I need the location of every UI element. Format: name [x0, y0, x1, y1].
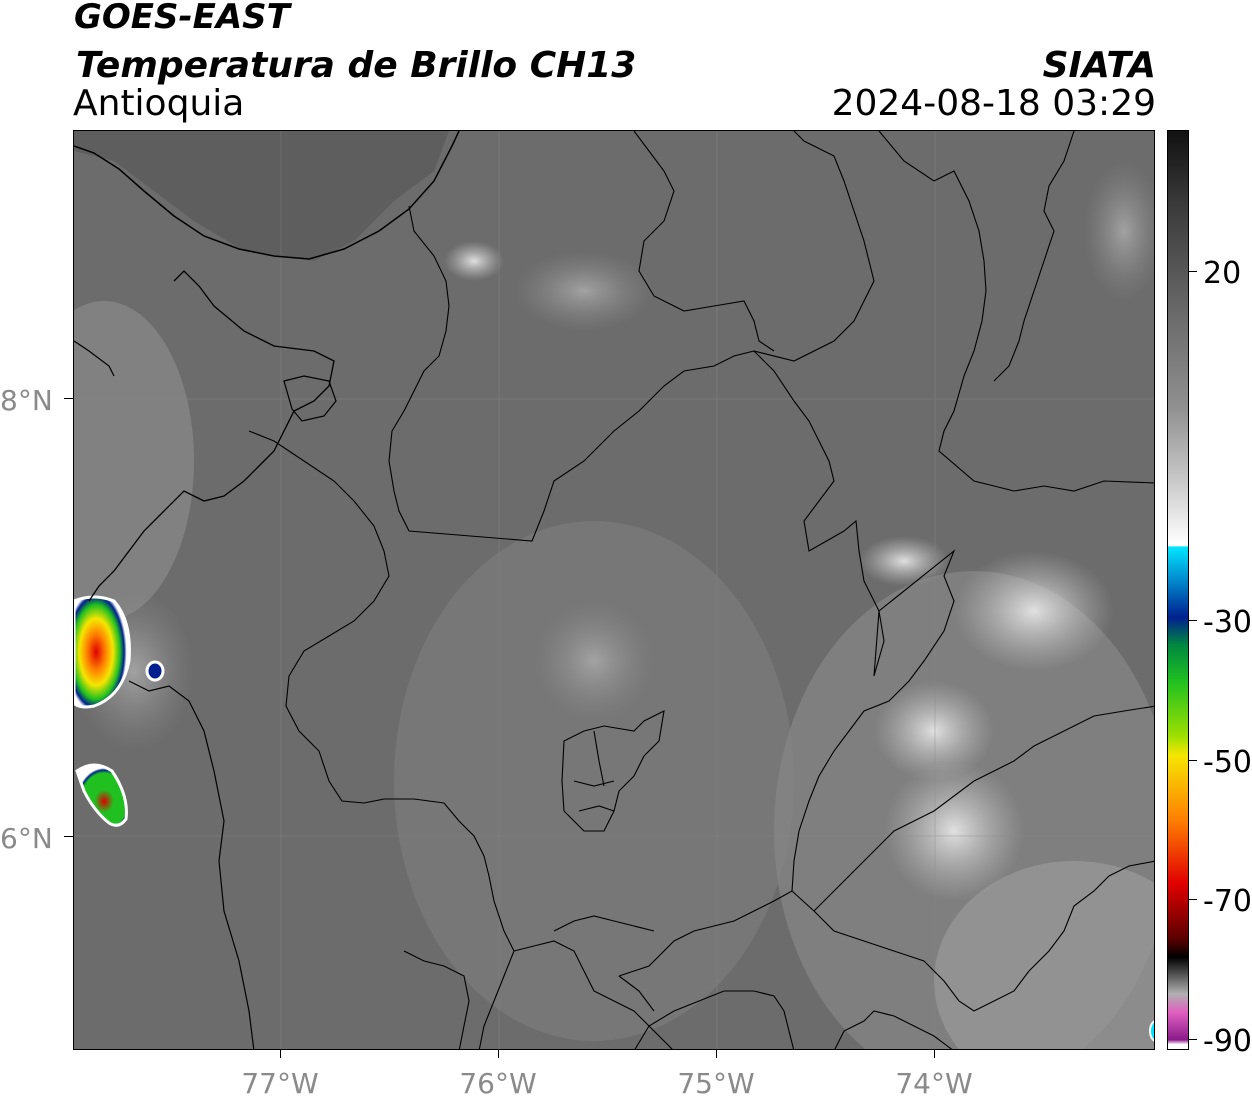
- longitude-tick: [934, 1050, 935, 1058]
- graticule: [74, 131, 1154, 1049]
- colorbar-tick: [1189, 760, 1197, 761]
- satellite-map: [73, 130, 1155, 1050]
- colorbar-label-minus70: -70: [1203, 884, 1252, 919]
- longitude-label-76w: 76°W: [459, 1067, 537, 1100]
- datetime-label: 2024-08-18 03:29: [831, 83, 1156, 124]
- colorbar-tick: [1189, 899, 1197, 900]
- colorbar-label-minus90: -90: [1203, 1024, 1252, 1059]
- latitude-tick: [64, 836, 73, 837]
- colorbar-label-minus30: -30: [1203, 605, 1252, 640]
- temperature-colorbar: [1167, 130, 1189, 1050]
- satellite-title: GOES-EAST: [74, 0, 290, 37]
- storm-cell: [74, 595, 131, 709]
- coastline: [74, 131, 460, 260]
- storm-cell: [75, 763, 128, 827]
- region-label: Antioquia: [73, 83, 245, 124]
- coastline: [128, 680, 255, 1049]
- organization-label: SIATA: [1042, 45, 1156, 86]
- storm-cell: [145, 660, 165, 682]
- longitude-label-74w: 74°W: [895, 1067, 973, 1100]
- longitude-label-75w: 75°W: [677, 1067, 755, 1100]
- colorbar-tick: [1189, 620, 1197, 621]
- longitude-tick: [716, 1050, 717, 1058]
- brightness-temperature-image: [74, 131, 1154, 1049]
- latitude-tick: [64, 398, 73, 399]
- latitude-label-6n: 6°N: [0, 822, 53, 855]
- admin-boundaries: [248, 131, 1154, 1049]
- longitude-label-77w: 77°W: [241, 1067, 319, 1100]
- colorbar-tick: [1189, 271, 1197, 272]
- longitude-tick: [280, 1050, 281, 1058]
- caribbean-sea: [74, 131, 449, 261]
- latitude-label-8n: 8°N: [0, 384, 53, 417]
- longitude-tick: [498, 1050, 499, 1058]
- colorbar-tick: [1189, 1039, 1197, 1040]
- colorbar-label-20: 20: [1203, 256, 1242, 291]
- coastline: [88, 270, 335, 602]
- colorbar-label-minus50: -50: [1203, 745, 1252, 780]
- product-title: Temperatura de Brillo CH13: [76, 45, 637, 86]
